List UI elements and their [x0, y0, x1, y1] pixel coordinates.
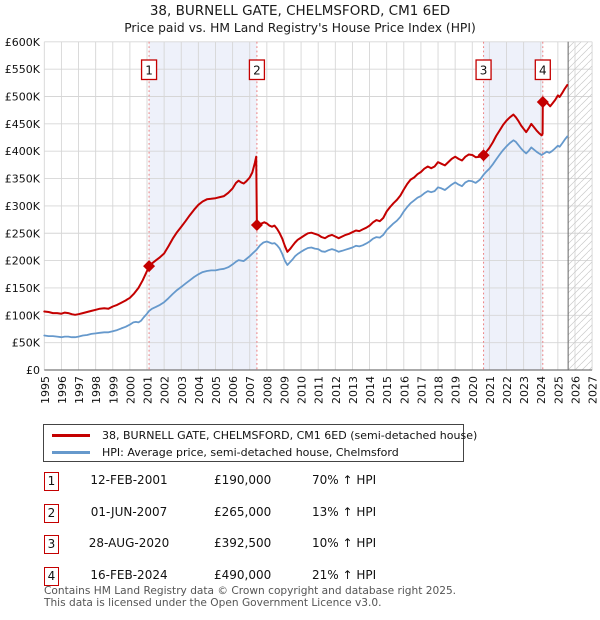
sale-marker-badge-number: 4: [539, 64, 547, 78]
y-tick-label: £350K: [5, 173, 41, 186]
x-tick-label: 2015: [381, 376, 394, 404]
sale-number-badge: 4: [44, 567, 59, 587]
x-tick-label: 2022: [501, 376, 514, 404]
sale-date: 16-FEB-2024: [90, 568, 168, 583]
x-tick-label: 2020: [467, 376, 480, 404]
y-tick-label: £550K: [5, 63, 41, 76]
x-tick-label: 2013: [347, 376, 360, 404]
y-tick-label: £150K: [5, 282, 41, 295]
license-line-2: This data is licensed under the Open Gov…: [44, 596, 382, 609]
x-tick-label: 2014: [364, 376, 377, 404]
x-tick-label: 2018: [433, 376, 446, 404]
sale-marker-badge-number: 1: [145, 64, 153, 78]
sale-row-4: 4 16-FEB-2024 £490,000 21% ↑ HPI: [0, 567, 600, 589]
sale-price: £190,000: [214, 473, 272, 487]
y-tick-label: £600K: [5, 36, 41, 49]
x-tick-label: 2026: [569, 376, 582, 404]
x-tick-label: 2005: [210, 376, 223, 404]
x-tick-label: 2025: [552, 376, 565, 404]
x-tick-label: 1996: [56, 376, 69, 404]
x-tick-label: 2011: [313, 376, 326, 404]
page-subtitle: Price paid vs. HM Land Registry's House …: [124, 21, 476, 35]
sale-hpi-delta: 13% ↑ HPI: [312, 504, 377, 519]
page-title: 38, BURNELL GATE, CHELMSFORD, CM1 6ED: [149, 3, 451, 19]
sale-price: £490,000: [214, 568, 272, 583]
x-tick-label: 2010: [296, 376, 309, 404]
y-tick-label: £100K: [5, 309, 41, 322]
sale-hpi-delta: 21% ↑ HPI: [312, 568, 377, 583]
y-axis-labels: £0 £50K £100K £150K £200K £250K £300K £350K £400…: [5, 36, 41, 377]
sale-marker-diamond: [250, 219, 263, 232]
x-tick-label: 2004: [193, 376, 206, 404]
x-tick-label: 2006: [227, 376, 240, 404]
hpi-line: [43, 135, 569, 339]
x-tick-label: 2009: [278, 376, 291, 404]
sale-marker-diamond: [477, 149, 490, 162]
x-tick-label: 1995: [39, 376, 52, 404]
hpi-legend-line-icon: [52, 451, 90, 454]
license-line-1: Contains HM Land Registry data © Crown c…: [44, 585, 457, 597]
sale-row-1: 1 12-FEB-2001 £190,000 70% ↑ HPI: [0, 472, 600, 494]
sale-marker-badge-number: 2: [253, 64, 261, 78]
x-tick-label: 2000: [124, 376, 137, 404]
price-history-chart: 1 2 3 4 £0 £50K £100K £150K £200K £250K £300K £350K…: [5, 36, 600, 404]
x-tick-label: 2023: [518, 376, 531, 404]
y-tick-label: £200K: [5, 255, 41, 268]
x-tick-label: 1999: [107, 376, 120, 404]
sale-marker-badge: [534, 59, 551, 81]
sale-marker-badge-number: 3: [480, 64, 488, 78]
sale-number-badge: 2: [44, 503, 59, 523]
y-tick-label: £0: [26, 364, 40, 377]
legend-item-hpi: HPI: Average price, semi-detached house,…: [44, 444, 399, 461]
y-tick-label: £450K: [5, 118, 41, 131]
sale-price: £392,500: [214, 536, 272, 551]
x-tick-label: 2012: [330, 376, 343, 404]
y-tick-label: £50K: [12, 337, 41, 350]
sale-date: 28-AUG-2020: [88, 536, 170, 551]
chart-legend: 38, BURNELL GATE, CHELMSFORD, CM1 6ED (s…: [43, 424, 477, 462]
x-tick-label: 1998: [90, 376, 103, 404]
x-tick-label: 2001: [142, 376, 155, 404]
x-tick-label: 2007: [244, 376, 257, 404]
legend-item-label: 38, BURNELL GATE, CHELMSFORD, CM1 6ED (s…: [102, 429, 478, 442]
x-tick-label: 2027: [587, 376, 600, 404]
sale-date: 01-JUN-2007: [90, 504, 168, 519]
sale-marker-badge: [475, 59, 492, 81]
license-footer: Contains HM Land Registry data © Crown c…: [44, 585, 457, 609]
sale-date: 12-FEB-2001: [90, 473, 168, 487]
sale-hpi-delta: 70% ↑ HPI: [312, 473, 377, 487]
x-tick-label: 2019: [450, 376, 463, 404]
x-tick-label: 2024: [535, 376, 548, 404]
hatch-future-region: [568, 41, 593, 371]
sale-price: £265,000: [214, 504, 272, 519]
x-tick-label: 2003: [176, 376, 189, 404]
x-tick-label: 2008: [261, 376, 274, 404]
legend-item-price-paid: 38, BURNELL GATE, CHELMSFORD, CM1 6ED (s…: [44, 427, 477, 444]
price-paid-legend-line-icon: [52, 434, 90, 437]
sale-number-badge: 1: [44, 472, 59, 491]
legend-item-label: HPI: Average price, semi-detached house,…: [102, 446, 399, 459]
sale-hpi-delta: 10% ↑ HPI: [312, 536, 377, 551]
sale-marker-diamond: [143, 260, 156, 273]
gridlines: [43, 41, 593, 371]
sale-row-3: 3 28-AUG-2020 £392,500 10% ↑ HPI: [0, 535, 600, 557]
sale-number-badge: 3: [44, 535, 59, 555]
y-tick-label: £300K: [5, 200, 41, 213]
y-tick-label: £400K: [5, 145, 41, 158]
x-tick-label: 1997: [73, 376, 86, 404]
x-tick-label: 2017: [415, 376, 428, 404]
x-tick-label: 2016: [398, 376, 411, 404]
sale-row-2: 2 01-JUN-2007 £265,000 13% ↑ HPI: [0, 503, 600, 526]
sale-marker-diamond: [536, 95, 549, 108]
sale-marker-badge: [248, 59, 266, 81]
x-tick-label: 2002: [159, 376, 172, 404]
y-tick-label: £250K: [5, 227, 41, 240]
sale-marker-badge: [140, 59, 158, 81]
x-tick-label: 2021: [484, 376, 497, 404]
y-tick-label: £500K: [5, 91, 41, 104]
x-axis-labels: 1995 1996 1997 1998 1999 2000 2001 2002 2003 2004…: [39, 376, 600, 404]
